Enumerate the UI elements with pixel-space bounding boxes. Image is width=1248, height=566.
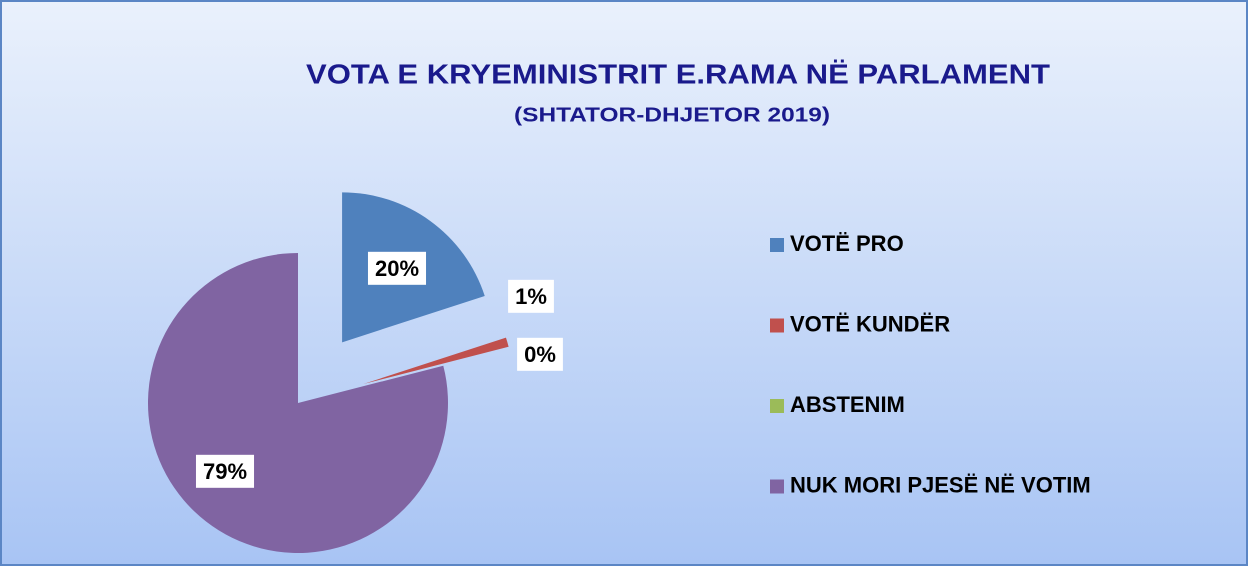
data-label: 0%: [524, 342, 556, 367]
data-label: 1%: [515, 284, 547, 309]
legend-label: VOTË KUNDËR: [790, 311, 950, 336]
data-label-box: [367, 251, 427, 285]
legend-swatch: [770, 238, 784, 252]
legend-swatch: [770, 399, 784, 413]
data-label: 20%: [375, 256, 419, 281]
data-label-box: [517, 337, 563, 371]
legend-swatch: [770, 479, 784, 494]
chart-title: VOTA E KRYEMINISTRIT E.RAMA NË PARLAMENT: [306, 58, 1050, 89]
pie-slice: [363, 337, 509, 385]
legend-label: ABSTENIM: [790, 392, 905, 417]
legend-label: VOTË PRO: [790, 231, 904, 256]
legend-label: NUK MORI PJESË NË VOTIM: [790, 472, 1091, 497]
legend-swatch: [770, 318, 784, 333]
data-label-box: [508, 279, 554, 313]
data-label-box: [195, 454, 255, 488]
chart-subtitle: (SHTATOR-DHJETOR 2019): [514, 104, 830, 126]
data-label: 79%: [203, 459, 247, 484]
